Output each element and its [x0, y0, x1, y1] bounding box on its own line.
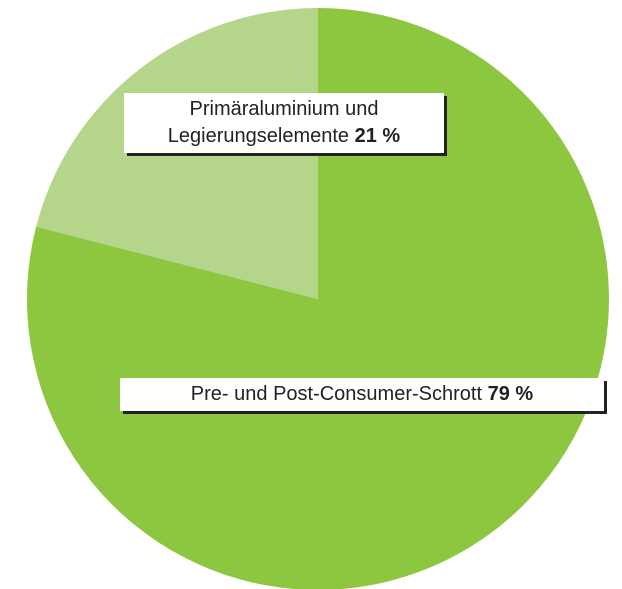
slice-label: Primäraluminium und Legierungselemente 2…: [124, 93, 444, 153]
value-label: 21 %: [354, 125, 401, 147]
slice-label: Pre- und Post-Consumer-Schrott 79 %: [120, 378, 604, 411]
category-label: Pre- und Post-Consumer-Schrott: [190, 383, 483, 405]
category-label: Primäraluminium und Legierungselemente: [167, 98, 379, 147]
pie-slice: [36, 8, 318, 299]
value-label: 79 %: [487, 383, 534, 405]
pie-slice: [27, 8, 609, 589]
